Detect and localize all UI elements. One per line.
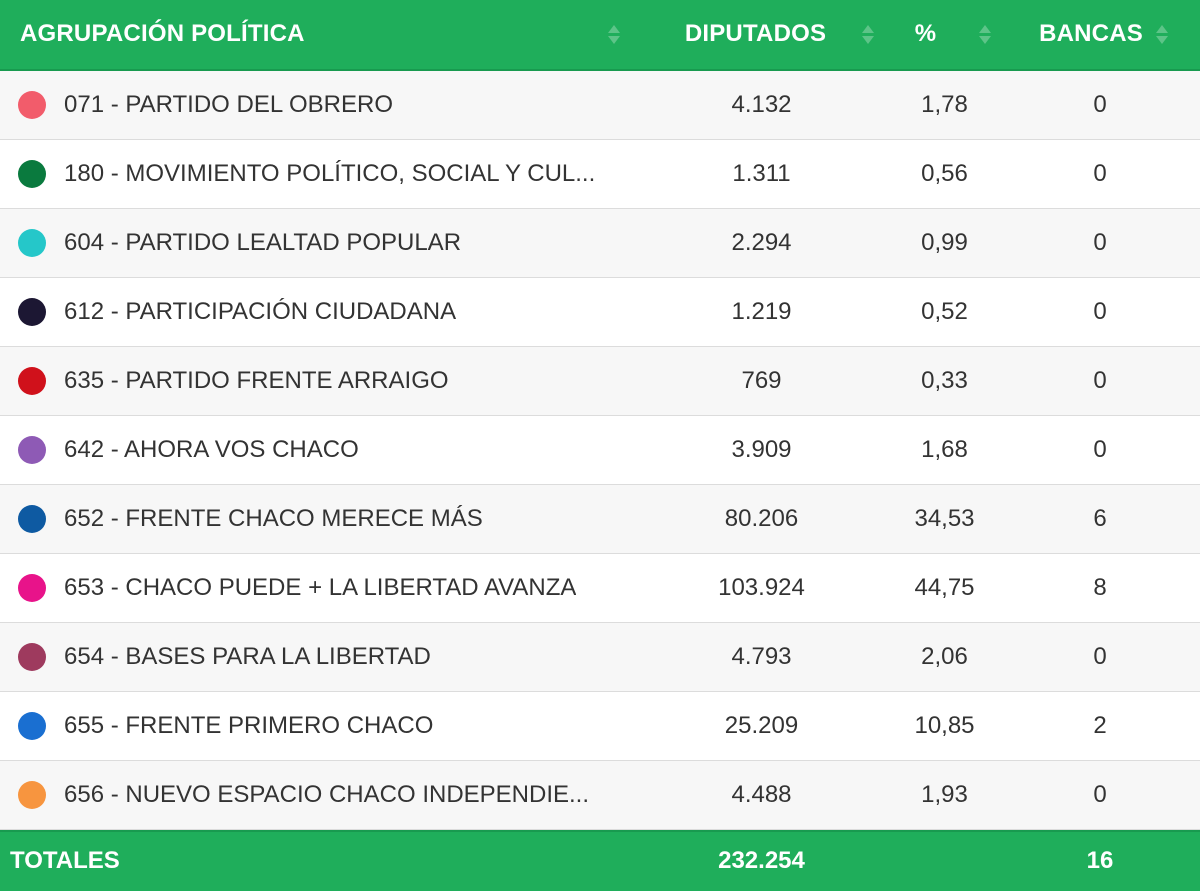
party-cell: 652 - FRENTE CHACO MERECE MÁS — [0, 485, 640, 553]
party-name: 612 - PARTICIPACIÓN CIUDADANA — [64, 297, 457, 325]
percent-value: 34,53 — [914, 504, 975, 532]
party-cell: 653 - CHACO PUEDE + LA LIBERTAD AVANZA — [0, 554, 640, 622]
party-cell: 642 - AHORA VOS CHACO — [0, 416, 640, 484]
party-name: 654 - BASES PARA LA LIBERTAD — [64, 642, 431, 670]
table-row[interactable]: 654 - BASES PARA LA LIBERTAD 4.793 2,06 … — [0, 622, 1200, 692]
diputados-value: 2.294 — [731, 228, 792, 256]
table-header: AGRUPACIÓN POLÍTICA DIPUTADOS % BANCAS — [0, 0, 1200, 71]
party-color-dot — [18, 711, 46, 740]
percent-value: 0,99 — [921, 228, 968, 256]
party-name: 642 - AHORA VOS CHACO — [64, 435, 359, 463]
party-name: 635 - PARTIDO FRENTE ARRAIGO — [64, 366, 449, 394]
diputados-value: 4.132 — [731, 90, 792, 118]
diputados-value: 25.209 — [724, 711, 799, 739]
totals-percent — [875, 832, 1010, 891]
party-color-dot — [18, 504, 46, 533]
totals-diputados: 232.254 — [718, 847, 805, 875]
totals-label: TOTALES — [10, 847, 120, 875]
party-name: 180 - MOVIMIENTO POLÍTICO, SOCIAL Y CUL.… — [64, 159, 596, 187]
party-color-dot — [18, 297, 46, 326]
table-row[interactable]: 180 - MOVIMIENTO POLÍTICO, SOCIAL Y CUL.… — [0, 139, 1200, 209]
table-body: 071 - PARTIDO DEL OBRERO 4.132 1,78 0 18… — [0, 70, 1200, 830]
percent-value: 1,93 — [921, 780, 968, 808]
column-header-bancas[interactable]: BANCAS — [1010, 0, 1200, 69]
bancas-value: 0 — [1093, 642, 1107, 670]
party-color-dot — [18, 159, 46, 188]
party-color-dot — [18, 780, 46, 809]
table-row[interactable]: 655 - FRENTE PRIMERO CHACO 25.209 10,85 … — [0, 691, 1200, 761]
diputados-value: 1.311 — [732, 159, 791, 187]
party-color-dot — [18, 642, 46, 671]
percent-value: 1,78 — [921, 90, 968, 118]
diputados-value: 3.909 — [731, 435, 792, 463]
party-name: 656 - NUEVO ESPACIO CHACO INDEPENDIE... — [64, 780, 590, 808]
diputados-value: 4.488 — [731, 780, 792, 808]
party-name: 652 - FRENTE CHACO MERECE MÁS — [64, 504, 483, 532]
column-header-diputados[interactable]: DIPUTADOS — [640, 0, 875, 69]
table-row[interactable]: 612 - PARTICIPACIÓN CIUDADANA 1.219 0,52… — [0, 277, 1200, 347]
table-row[interactable]: 642 - AHORA VOS CHACO 3.909 1,68 0 — [0, 415, 1200, 485]
table-row[interactable]: 652 - FRENTE CHACO MERECE MÁS 80.206 34,… — [0, 484, 1200, 554]
column-header-party-label: AGRUPACIÓN POLÍTICA — [20, 20, 305, 48]
percent-value: 1,68 — [921, 435, 968, 463]
party-cell: 180 - MOVIMIENTO POLÍTICO, SOCIAL Y CUL.… — [0, 140, 640, 208]
sort-icon[interactable] — [862, 24, 874, 44]
sort-icon[interactable] — [608, 24, 620, 44]
party-cell: 654 - BASES PARA LA LIBERTAD — [0, 623, 640, 691]
table-row[interactable]: 653 - CHACO PUEDE + LA LIBERTAD AVANZA 1… — [0, 553, 1200, 623]
diputados-value: 80.206 — [724, 504, 799, 532]
column-header-bancas-label: BANCAS — [1039, 20, 1143, 48]
party-name: 655 - FRENTE PRIMERO CHACO — [64, 711, 434, 739]
party-cell: 656 - NUEVO ESPACIO CHACO INDEPENDIE... — [0, 761, 640, 829]
bancas-value: 0 — [1093, 228, 1107, 256]
bancas-value: 0 — [1093, 90, 1107, 118]
table-row[interactable]: 604 - PARTIDO LEALTAD POPULAR 2.294 0,99… — [0, 208, 1200, 278]
percent-value: 10,85 — [914, 711, 975, 739]
party-cell: 612 - PARTICIPACIÓN CIUDADANA — [0, 278, 640, 346]
party-name: 071 - PARTIDO DEL OBRERO — [64, 90, 393, 118]
diputados-value: 103.924 — [718, 573, 805, 601]
party-color-dot — [18, 435, 46, 464]
bancas-value: 6 — [1093, 504, 1107, 532]
totals-row: TOTALES 232.254 16 — [0, 829, 1200, 891]
bancas-value: 0 — [1093, 159, 1107, 187]
table-row[interactable]: 635 - PARTIDO FRENTE ARRAIGO 769 0,33 0 — [0, 346, 1200, 416]
party-cell: 655 - FRENTE PRIMERO CHACO — [0, 692, 640, 760]
column-header-diputados-label: DIPUTADOS — [684, 20, 827, 48]
percent-value: 0,52 — [921, 297, 968, 325]
party-color-dot — [18, 90, 46, 119]
bancas-value: 0 — [1093, 435, 1107, 463]
table-row[interactable]: 071 - PARTIDO DEL OBRERO 4.132 1,78 0 — [0, 70, 1200, 140]
bancas-value: 2 — [1093, 711, 1107, 739]
bancas-value: 8 — [1093, 573, 1107, 601]
column-header-percent-label: % — [914, 20, 937, 48]
percent-value: 0,33 — [921, 366, 968, 394]
bancas-value: 0 — [1093, 297, 1107, 325]
diputados-value: 1.219 — [731, 297, 792, 325]
sort-icon[interactable] — [979, 24, 991, 44]
party-cell: 604 - PARTIDO LEALTAD POPULAR — [0, 209, 640, 277]
sort-icon[interactable] — [1156, 24, 1168, 44]
party-cell: 071 - PARTIDO DEL OBRERO — [0, 71, 640, 139]
column-header-percent[interactable]: % — [875, 0, 1010, 69]
party-name: 653 - CHACO PUEDE + LA LIBERTAD AVANZA — [64, 573, 577, 601]
diputados-value: 4.793 — [731, 642, 792, 670]
party-name: 604 - PARTIDO LEALTAD POPULAR — [64, 228, 462, 256]
bancas-value: 0 — [1093, 780, 1107, 808]
party-cell: 635 - PARTIDO FRENTE ARRAIGO — [0, 347, 640, 415]
percent-value: 2,06 — [921, 642, 968, 670]
party-color-dot — [18, 228, 46, 257]
party-color-dot — [18, 573, 46, 602]
totals-bancas: 16 — [1086, 847, 1114, 875]
column-header-party[interactable]: AGRUPACIÓN POLÍTICA — [0, 0, 640, 69]
party-color-dot — [18, 366, 46, 395]
table-row[interactable]: 656 - NUEVO ESPACIO CHACO INDEPENDIE... … — [0, 760, 1200, 830]
diputados-value: 769 — [741, 366, 782, 394]
percent-value: 44,75 — [914, 573, 975, 601]
bancas-value: 0 — [1093, 366, 1107, 394]
percent-value: 0,56 — [921, 159, 968, 187]
